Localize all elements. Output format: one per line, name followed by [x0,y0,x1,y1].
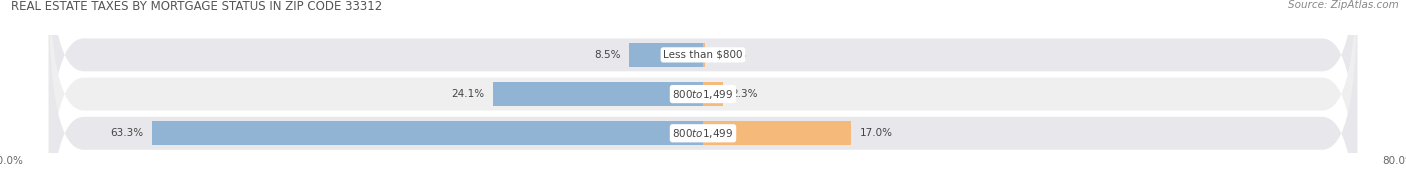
Bar [494,82,703,106]
Text: 24.1%: 24.1% [451,89,485,99]
Text: 17.0%: 17.0% [859,128,893,138]
Text: Source: ZipAtlas.com: Source: ZipAtlas.com [1288,0,1399,10]
Text: 63.3%: 63.3% [111,128,143,138]
Text: 0.18%: 0.18% [713,50,747,60]
FancyBboxPatch shape [49,0,1357,195]
Legend: Without Mortgage, With Mortgage: Without Mortgage, With Mortgage [593,194,813,196]
Bar [152,121,703,145]
Text: Less than $800: Less than $800 [664,50,742,60]
Text: REAL ESTATE TAXES BY MORTGAGE STATUS IN ZIP CODE 33312: REAL ESTATE TAXES BY MORTGAGE STATUS IN … [11,0,382,13]
Text: 2.3%: 2.3% [731,89,758,99]
Bar [628,43,703,67]
Text: $800 to $1,499: $800 to $1,499 [672,88,734,101]
Bar [703,121,851,145]
Text: $800 to $1,499: $800 to $1,499 [672,127,734,140]
Bar [703,82,723,106]
FancyBboxPatch shape [49,0,1357,196]
FancyBboxPatch shape [49,0,1357,196]
Bar [703,43,704,67]
Text: 8.5%: 8.5% [593,50,620,60]
